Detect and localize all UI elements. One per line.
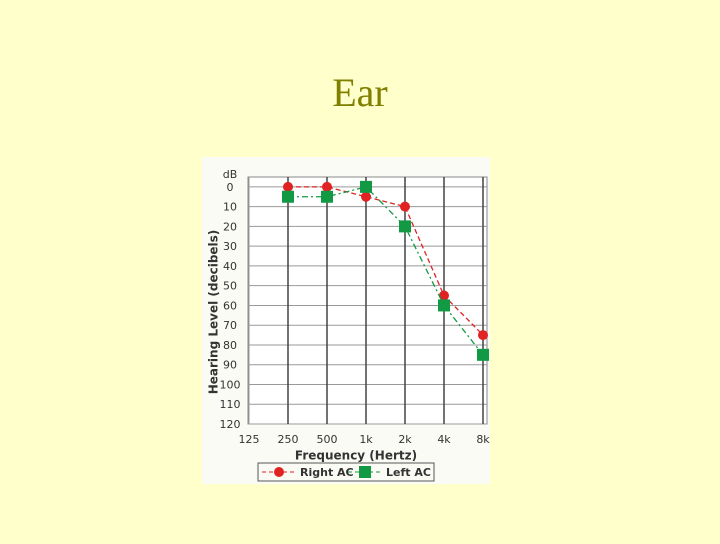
x-tick-label: 4k — [437, 433, 451, 446]
legend-marker — [274, 467, 284, 477]
y-tick-label: 0 — [227, 181, 234, 194]
x-tick-label: 500 — [317, 433, 338, 446]
y-tick-label: 70 — [223, 319, 237, 332]
data-point — [477, 348, 489, 361]
y-tick-label: 20 — [223, 220, 237, 233]
data-point — [439, 290, 449, 301]
x-tick-label: 8k — [476, 433, 490, 446]
data-point — [361, 191, 371, 202]
legend-label: Right AC — [300, 466, 354, 479]
x-tick-label: 250 — [278, 433, 299, 446]
y-axis-label: Hearing Level (decibels) — [207, 230, 221, 395]
y-tick-label: 10 — [223, 201, 237, 214]
x-tick-label: 2k — [398, 433, 412, 446]
legend-marker — [359, 466, 371, 478]
legend-label: Left AC — [386, 466, 431, 479]
x-axis-label: Frequency (Hertz) — [295, 449, 417, 463]
data-point — [360, 180, 372, 193]
data-point — [283, 181, 293, 192]
data-point — [399, 220, 411, 233]
chart-title: Ear — [332, 70, 388, 115]
y-unit: dB — [223, 168, 238, 181]
y-tick-label: 80 — [223, 339, 237, 352]
data-point — [400, 201, 410, 212]
x-tick-label: 125 — [239, 433, 260, 446]
data-point — [478, 330, 488, 341]
series-line — [288, 186, 484, 356]
plot-area — [247, 176, 488, 425]
y-tick-label: 90 — [223, 359, 237, 372]
series-line — [288, 186, 484, 336]
data-point — [321, 190, 333, 203]
legend-box — [257, 462, 435, 482]
y-tick-label: 50 — [223, 280, 237, 293]
y-tick-label: 100 — [220, 378, 241, 391]
y-tick-label: 30 — [223, 240, 237, 253]
y-tick-label: 120 — [220, 418, 241, 431]
data-point — [438, 299, 450, 312]
y-tick-label: 60 — [223, 299, 237, 312]
data-point — [322, 181, 332, 192]
data-point — [282, 190, 294, 203]
y-tick-label: 110 — [220, 398, 241, 411]
x-tick-label: 1k — [359, 433, 373, 446]
y-tick-label: 40 — [223, 260, 237, 273]
